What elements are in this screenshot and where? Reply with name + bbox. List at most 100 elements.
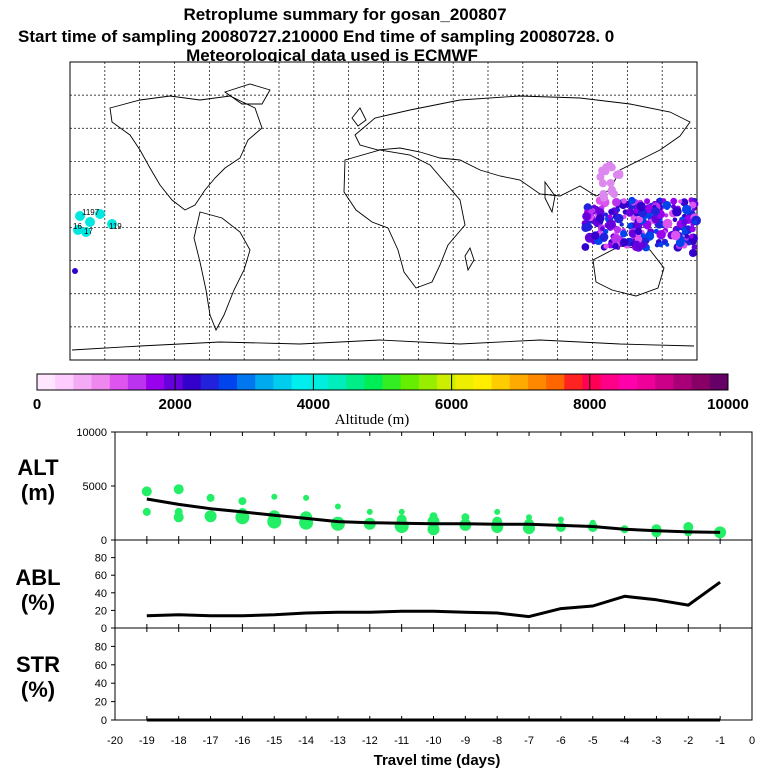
- x-tick-label: -17: [203, 735, 219, 747]
- colorbar-tick-label: 0: [33, 396, 41, 413]
- plume-marker: [610, 190, 619, 198]
- plume-marker: [620, 238, 629, 247]
- plume-marker: [602, 163, 611, 172]
- colorbar-cell: [509, 374, 529, 390]
- colorbar-cell: [218, 374, 238, 390]
- colorbar-cells: [37, 374, 729, 390]
- plume-marker: [665, 242, 670, 247]
- plume-marker: [689, 201, 697, 209]
- colorbar-cell: [109, 374, 129, 390]
- plume-marker: [616, 207, 621, 212]
- y-tick-label: 0: [101, 715, 107, 727]
- x-tick-label: -20: [107, 735, 123, 747]
- plume-marker: [591, 231, 600, 240]
- y-tick-label: 60: [95, 660, 107, 672]
- colorbar-cell: [37, 374, 56, 390]
- plume-marker: [658, 242, 664, 248]
- plume-marker: [633, 221, 642, 230]
- x-tick-label: -1: [715, 735, 725, 747]
- colorbar-cell: [527, 374, 547, 390]
- colorbar-cell: [91, 374, 111, 390]
- plume-label: 17: [84, 227, 93, 236]
- y-tick-label: 20: [95, 697, 107, 709]
- plume-marker: [681, 204, 692, 215]
- panel-ylabel: ALT: [17, 455, 59, 480]
- plume-label: 16: [73, 222, 82, 231]
- y-tick-label: 40: [95, 588, 107, 600]
- plume-marker: [690, 240, 697, 246]
- colorbar-cell: [400, 374, 420, 390]
- plume-label: 119: [109, 222, 122, 231]
- panel-str: 0 20 40 60 80 STR(%): [16, 627, 753, 727]
- plume-marker: [672, 206, 682, 217]
- plume-markers: [72, 161, 701, 274]
- plume-marker: [670, 230, 681, 241]
- time-series-panels: 0500010000ALT(m)020406080ABL(%)020406080…: [15, 427, 753, 727]
- map-grid: [70, 62, 697, 360]
- colorbar-frame: [36, 373, 729, 391]
- plume-marker: [614, 213, 624, 224]
- scatter-point: [526, 514, 532, 521]
- plume-marker: [628, 196, 636, 205]
- plume-marker: [654, 242, 660, 248]
- x-tick-label: -5: [588, 735, 598, 747]
- panel-ylabel: ABL: [15, 565, 60, 590]
- plume-marker: [107, 219, 117, 229]
- plume-marker: [678, 199, 683, 204]
- plume-marker: [612, 197, 621, 207]
- panel-alt: 0 5000 10000 ALT(m): [17, 427, 753, 547]
- scatter-point: [494, 508, 501, 515]
- title-line-1: Retroplume summary for gosan_200807: [183, 5, 506, 24]
- x-tick-label: 0: [749, 735, 755, 747]
- plume-marker: [612, 242, 619, 250]
- plume-marker: [603, 243, 609, 249]
- plume-marker: [582, 212, 591, 221]
- plume-marker: [85, 217, 95, 227]
- y-tick-label: 80: [95, 641, 107, 653]
- colorbar-cell: [364, 374, 383, 390]
- scatter-point: [334, 503, 341, 510]
- x-tick-label: -13: [330, 735, 346, 747]
- colorbar-cell: [327, 374, 347, 390]
- colorbar-label: Altitude (m): [335, 412, 410, 428]
- scatter-point: [173, 484, 184, 495]
- plume-marker: [581, 243, 590, 251]
- panel-ylabel-unit: (%): [21, 677, 55, 702]
- colorbar-cell: [618, 374, 638, 390]
- plume-marker: [636, 216, 644, 224]
- colorbar-cell: [73, 374, 92, 390]
- plume-marker: [621, 198, 627, 204]
- x-axis: -20 -19 -18 -17 -16 -15 -14 -13 -12 -11 -10 -9 -8 -7-…: [107, 735, 755, 747]
- plume-marker: [634, 227, 643, 236]
- colorbar-tick-label: 10000: [707, 396, 749, 413]
- plume-marker: [75, 211, 85, 221]
- plume-marker: [657, 197, 663, 203]
- colorbar-cell: [146, 374, 165, 390]
- scatter-point: [206, 493, 215, 502]
- y-tick-label: 40: [95, 678, 107, 690]
- colorbar-tick-label: 6000: [435, 396, 468, 413]
- x-tick-label: -6: [556, 735, 566, 747]
- plume-marker: [689, 249, 697, 257]
- y-tick-label: 0: [101, 623, 107, 635]
- scatter-point: [173, 512, 184, 523]
- plume-marker: [689, 234, 694, 239]
- colorbar-cell: [127, 374, 147, 390]
- plume-marker: [632, 240, 641, 249]
- x-tick-label: -15: [266, 735, 282, 747]
- colorbar-cell: [237, 374, 256, 390]
- plume-marker: [644, 198, 651, 205]
- x-tick-label: -19: [139, 735, 155, 747]
- colorbar-cell: [582, 374, 602, 390]
- colorbar-cell: [273, 374, 292, 390]
- plume-marker: [72, 268, 78, 274]
- y-tick-label: 0: [101, 535, 107, 547]
- scatter-point: [271, 493, 278, 500]
- plume-marker: [689, 226, 696, 233]
- colorbar-cell: [600, 374, 620, 390]
- x-tick-label: -2: [683, 735, 693, 747]
- x-tick-label: -3: [652, 735, 662, 747]
- colorbar-cell: [437, 374, 456, 390]
- x-tick-label: -8: [492, 735, 502, 747]
